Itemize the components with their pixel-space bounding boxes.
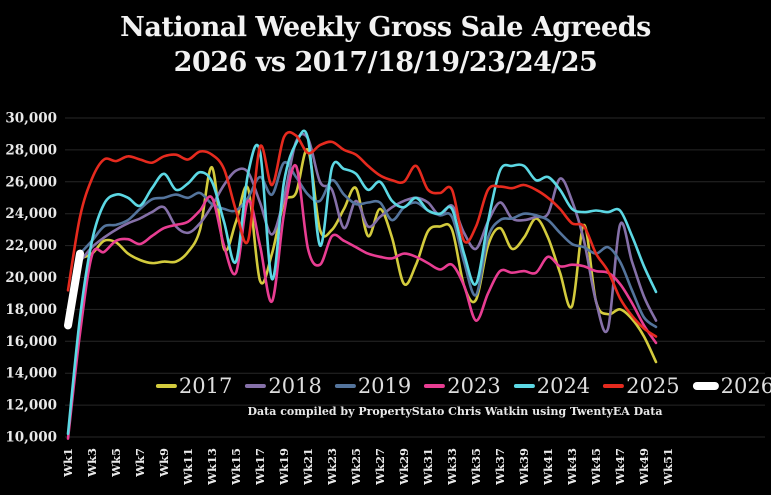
x-tick-label: Wk29: [397, 448, 411, 486]
series-line-2026: [64, 249, 84, 330]
legend-item-2023: 2023: [424, 374, 501, 398]
y-tick-label: 10,000: [5, 430, 57, 446]
legend-item-2025: 2025: [603, 374, 680, 398]
legend-item-2017: 2017: [155, 374, 233, 398]
chart-title-line1: National Weekly Gross Sale Agreeds: [120, 12, 651, 43]
x-tick-label: Wk27: [373, 448, 387, 486]
y-tick-label: 20,000: [5, 270, 57, 286]
series-line-2019: [78, 160, 658, 329]
chart-caption: Data compiled by PropertyStato Chris Wat…: [247, 405, 663, 418]
x-tick-label: Wk41: [541, 448, 555, 486]
x-tick-label: Wk49: [637, 448, 651, 486]
x-tick-label: Wk13: [205, 448, 219, 486]
series-line-2025: [66, 130, 658, 338]
y-tick-label: 18,000: [5, 302, 57, 318]
legend-item-2018: 2018: [245, 374, 322, 398]
legend-item-2024: 2024: [513, 374, 591, 398]
series-line-2024: [66, 129, 658, 436]
x-tick-label: Wk35: [469, 448, 483, 486]
x-tick-label: Wk3: [85, 448, 99, 478]
x-tick-label: Wk21: [301, 448, 315, 486]
series-line-2023: [66, 164, 658, 440]
series-line-2017: [78, 148, 658, 364]
y-tick-label: 12,000: [5, 398, 57, 414]
legend-swatch-2025: [603, 384, 625, 388]
legend-swatch-2023: [424, 384, 446, 388]
legend-swatch-2018: [245, 384, 267, 388]
x-tick-label: Wk31: [421, 448, 435, 486]
x-tick-label: Wk45: [589, 448, 603, 486]
legend-swatch-2017: [155, 384, 177, 388]
x-tick-label: Wk7: [133, 448, 147, 478]
chart-legend: 2017 2018 2019 2023 2024 2025 2026: [155, 374, 771, 398]
legend-swatch-2024: [513, 384, 535, 388]
series-line-2018: [78, 132, 658, 334]
x-tick-label: Wk25: [349, 448, 363, 486]
y-tick-label: 22,000: [5, 238, 57, 254]
legend-swatch-2019: [334, 384, 356, 388]
x-tick-label: Wk23: [325, 448, 339, 486]
legend-item-2019: 2019: [334, 374, 412, 398]
x-tick-label: Wk43: [565, 448, 579, 486]
legend-swatch-2026: [692, 382, 719, 390]
x-tick-label: Wk47: [613, 448, 627, 486]
x-tick-label: Wk5: [109, 448, 123, 478]
y-tick-label: 24,000: [5, 206, 57, 222]
x-tick-label: Wk51: [661, 448, 675, 486]
legend-label: 2018: [268, 374, 322, 398]
y-tick-label: 14,000: [5, 366, 57, 382]
x-tick-label: Wk33: [445, 448, 459, 486]
chart-title: National Weekly Gross Sale Agreeds 2026 …: [0, 10, 771, 80]
legend-label: 2026: [720, 374, 771, 398]
x-tick-label: Wk39: [517, 448, 531, 486]
chart-title-line2: 2026 vs 2017/18/19/23/24/25: [173, 47, 598, 78]
legend-label: 2024: [536, 374, 591, 398]
legend-label: 2019: [357, 374, 412, 398]
x-tick-label: Wk1: [61, 448, 75, 478]
y-tick-label: 28,000: [5, 142, 57, 158]
x-tick-label: Wk11: [181, 448, 195, 486]
legend-label: 2017: [178, 374, 233, 398]
y-tick-label: 30,000: [5, 111, 57, 127]
legend-item-2026: 2026: [692, 374, 771, 398]
x-tick-label: Wk37: [493, 448, 507, 486]
y-tick-label: 26,000: [5, 174, 57, 190]
x-tick-label: Wk17: [253, 448, 267, 486]
legend-label: 2023: [447, 374, 501, 398]
x-tick-label: Wk15: [229, 448, 243, 486]
x-tick-label: Wk9: [157, 448, 171, 478]
x-tick-label: Wk19: [277, 448, 291, 486]
y-tick-label: 16,000: [5, 334, 57, 350]
legend-label: 2025: [626, 374, 680, 398]
